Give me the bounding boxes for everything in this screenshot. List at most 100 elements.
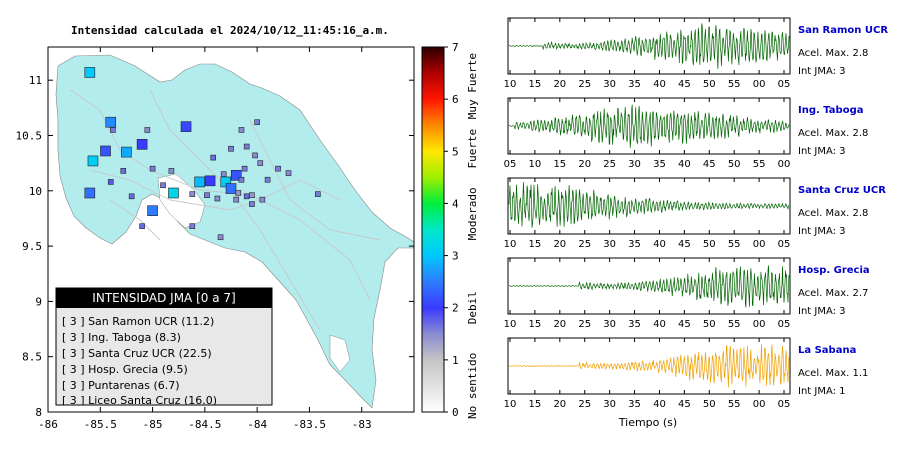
waveform-tick-label: 00 [778,159,791,170]
waveform-tick-label: 20 [553,399,566,410]
waveform-tick-label: 25 [578,399,591,410]
waveform-tick-label: 40 [653,319,666,330]
station-marker [275,165,281,172]
waveform-tick-label: 45 [678,239,691,250]
station-marker [254,119,260,126]
map-y-tick-label: 9 [35,295,42,308]
waveform-tick-label: 45 [678,399,691,410]
waveform-tick-label: 45 [678,319,691,330]
station-marker [84,67,96,78]
waveform-trace [508,23,790,70]
waveform-tick-label: 30 [628,159,641,170]
waveform-tick-label: 05 [778,399,791,410]
waveform-tick-label: 05 [778,239,791,250]
waveform-acel-max: Acel. Max. 2.7 [798,288,868,299]
waveform-tick-label: 20 [553,239,566,250]
map-y-axis: 11 10.5 10 9.5 9 8.5 8 [16,74,414,419]
legend-item: [ 3 ] San Ramon UCR (11.2) [62,315,214,328]
map-y-tick-label: 10 [29,185,42,198]
colorbar-level-label: Moderado [466,187,479,240]
station-marker [225,183,237,194]
map-x-tick-label: -84.5 [188,418,221,431]
waveform-tick-label: 30 [603,79,616,90]
figure-title: Intensidad calculada el 2024/10/12_11:45… [71,24,389,37]
waveform-xlabel: Tiempo (s) [618,416,677,429]
waveform-tick-label: 00 [753,239,766,250]
legend-item: [ 3 ] Puntarenas (6.7) [62,379,180,392]
station-marker [110,127,116,133]
waveform-panel: 10 15 20 25 30 35 40 45 50 55 00 05 La Sabana Acel. M… [504,337,868,410]
waveform-tick-label: 40 [678,159,691,170]
waveform-int-jma: Int JMA: 3 [798,66,846,77]
waveform-panel: 10 15 20 25 30 35 40 45 50 55 00 05 Hosp. Grecia Acel… [504,257,870,330]
legend-item: [ 3 ] Hosp. Grecia (9.5) [62,363,188,376]
map-x-axis: -86 -85.5 -85 -84.5 -84 -83.5 -83 [38,47,372,431]
waveform-tick-label: 35 [628,399,641,410]
waveform-station-name: Santa Cruz UCR [798,185,886,196]
station-marker [194,176,205,188]
station-marker [180,121,192,132]
waveform-acel-max: Acel. Max. 2.8 [798,48,868,59]
waveform-trace [509,343,790,388]
waveform-tick-label: 05 [504,159,517,170]
intensity-legend: INTENSIDAD JMA [0 a 7] [ 3 ] San Ramon U… [55,287,273,407]
waveform-frame [507,177,791,235]
waveform-tick-label: 25 [603,159,616,170]
colorbar-tick-label: 0 [452,406,459,419]
station-marker [230,170,242,181]
waveform-int-jma: Int JMA: 3 [798,226,846,237]
legend-item: [ 3 ] Ing. Taboga (8.3) [62,331,181,344]
station-marker [235,190,242,196]
waveform-tick-label: 10 [529,159,542,170]
waveform-station-name: Hosp. Grecia [798,265,870,276]
map-y-tick-label: 10.5 [16,129,43,142]
waveform-tick-label: 35 [628,319,641,330]
colorbar-level-label: Fuerte [466,129,479,169]
station-marker [128,193,135,200]
colorbar-tick-label: 7 [452,41,459,54]
station-marker [204,175,216,187]
map-frame [47,46,415,413]
colorbar-tick-label: 2 [452,302,459,315]
station-marker [259,196,266,203]
station-marker [121,146,132,158]
waveform-tick-label: 50 [703,79,716,90]
waveform-tick-label: 55 [753,159,766,170]
waveform-tick-label: 55 [728,399,741,410]
colorbar-scale [421,46,445,413]
waveform-tick-label: 45 [678,79,691,90]
station-marker [107,179,114,185]
waveform-tick-label: 20 [578,159,591,170]
waveform-tick-label: 20 [553,79,566,90]
waveform-tick-label: 50 [703,399,716,410]
waveform-tick-label: 15 [529,79,542,90]
map-x-tick-label: -85.5 [84,418,117,431]
station-marker [168,168,175,174]
legend-title-bar [56,288,272,308]
station-marker [314,191,321,197]
station-marker [160,182,166,189]
station-marker [220,171,227,177]
waveform-int-jma: Int JMA: 3 [798,146,846,157]
station-marker [149,165,156,172]
station-marker [257,160,264,166]
waveform-panel: 05 10 15 20 25 30 35 40 45 50 55 00 Ing. Taboga Acel.… [504,97,868,170]
waveform-tick-label: 00 [753,399,766,410]
map-x-tick-label: -84 [247,418,267,431]
map-y-tick-label: 8.5 [22,351,42,364]
waveform-tick-label: 10 [504,79,517,90]
waveform-tick-label: 00 [753,319,766,330]
waveform-panel: 10 15 20 25 30 35 40 45 50 55 00 05 Santa Cruz UCR Ac… [504,177,886,250]
legend-item: [ 3 ] Liceo Santa Cruz (16.0) [62,394,217,407]
waveform-tick-label: 35 [628,79,641,90]
map-x-tick-label: -83 [352,418,372,431]
waveform-tick-label: 30 [603,239,616,250]
colorbar-level-labels: No sentido Debil Moderado Fuerte Muy Fuerte [466,53,479,419]
station-marker [105,116,117,128]
waveform-tick-label: 10 [504,239,517,250]
waveform-tick-label: 40 [653,399,666,410]
station-marker [210,154,217,161]
station-marker [233,196,240,203]
station-marker [238,176,245,183]
